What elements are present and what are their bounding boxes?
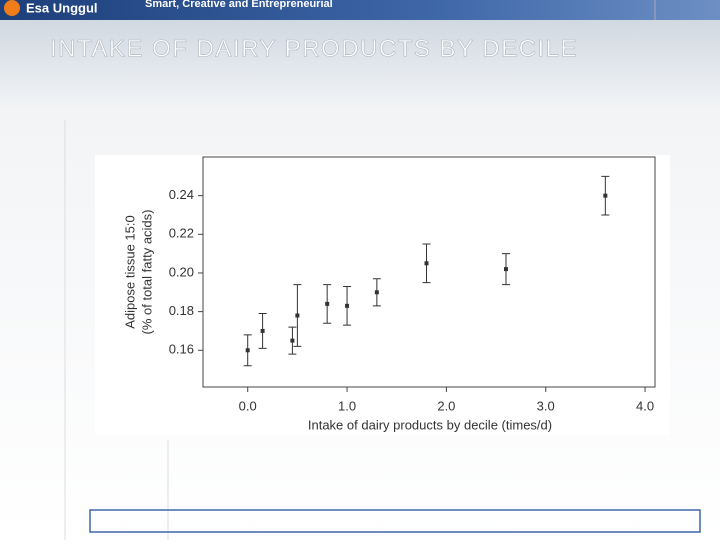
point xyxy=(295,313,300,318)
y-axis-label: Adipose tissue 15:0 xyxy=(122,215,137,328)
tagline: Smart, Creative and Entrepreneurial xyxy=(145,0,333,10)
point xyxy=(325,301,330,306)
y-tick-label: 0.16 xyxy=(169,342,194,357)
point xyxy=(503,267,508,272)
point xyxy=(603,193,608,198)
slide-title: INTAKE OF DAIRY PRODUCTS BY DECILE xyxy=(50,35,578,62)
y-axis-label: (% of total fatty acids) xyxy=(139,210,154,335)
point xyxy=(290,338,295,343)
x-tick-label: 3.0 xyxy=(537,398,555,413)
y-tick-label: 0.18 xyxy=(169,303,194,318)
point xyxy=(345,303,350,308)
y-tick-label: 0.20 xyxy=(169,264,194,279)
x-tick-label: 0.0 xyxy=(239,398,257,413)
point xyxy=(424,261,429,266)
y-tick-label: 0.24 xyxy=(169,187,194,202)
x-tick-label: 2.0 xyxy=(437,398,455,413)
point xyxy=(260,328,265,333)
point xyxy=(374,290,379,295)
logo-text: Esa Unggul xyxy=(26,0,98,15)
footer-bar xyxy=(89,509,701,533)
x-tick-label: 4.0 xyxy=(636,398,654,413)
logo-icon xyxy=(4,0,20,16)
x-tick-label: 1.0 xyxy=(338,398,356,413)
y-tick-label: 0.22 xyxy=(169,226,194,241)
point xyxy=(245,348,250,353)
chart-area xyxy=(95,155,670,435)
x-axis-label: Intake of dairy products by decile (time… xyxy=(308,417,552,432)
header-bar xyxy=(0,0,720,20)
plot-frame xyxy=(202,156,656,388)
